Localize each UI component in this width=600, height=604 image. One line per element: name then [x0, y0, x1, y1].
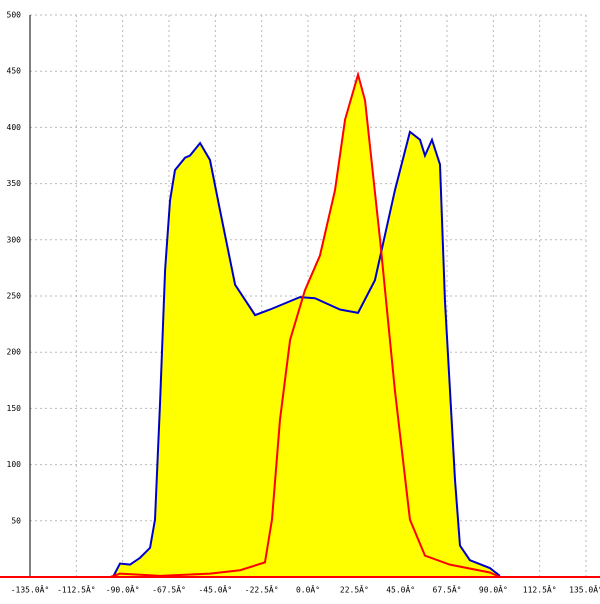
y-tick-label: 50 — [11, 516, 21, 525]
x-tick-label: 67.5Â° — [433, 584, 462, 595]
y-tick-label: 200 — [7, 348, 22, 357]
x-tick-label: -67.5Â° — [152, 584, 186, 595]
y-tick-label: 100 — [7, 460, 22, 469]
series-line — [112, 130, 501, 578]
x-tick-label: 0.0Â° — [296, 584, 320, 595]
x-tick-label: 135.0Â° — [569, 584, 600, 595]
y-tick-label: 500 — [7, 11, 22, 20]
y-tick-label: 150 — [7, 404, 22, 413]
y-tick-label: 400 — [7, 123, 22, 132]
x-tick-label: -45.0Â° — [198, 584, 232, 595]
x-tick-label: 22.5Â° — [340, 584, 369, 595]
x-tick-label: 90.0Â° — [479, 584, 508, 595]
x-tick-label: -22.5Â° — [245, 584, 279, 595]
x-tick-label: 45.0Â° — [386, 584, 415, 595]
x-tick-label: -135.0Â° — [11, 584, 50, 595]
x-tick-label: -90.0Â° — [106, 584, 140, 595]
y-tick-label: 350 — [7, 179, 22, 188]
x-tick-label: 112.5Â° — [523, 584, 557, 595]
x-tick-label: -112.5Â° — [57, 584, 96, 595]
y-tick-label: 250 — [7, 292, 22, 301]
series-line — [30, 70, 586, 578]
area-fill — [30, 74, 586, 578]
y-tick-label: 300 — [7, 235, 22, 244]
y-tick-label: 450 — [7, 67, 22, 76]
